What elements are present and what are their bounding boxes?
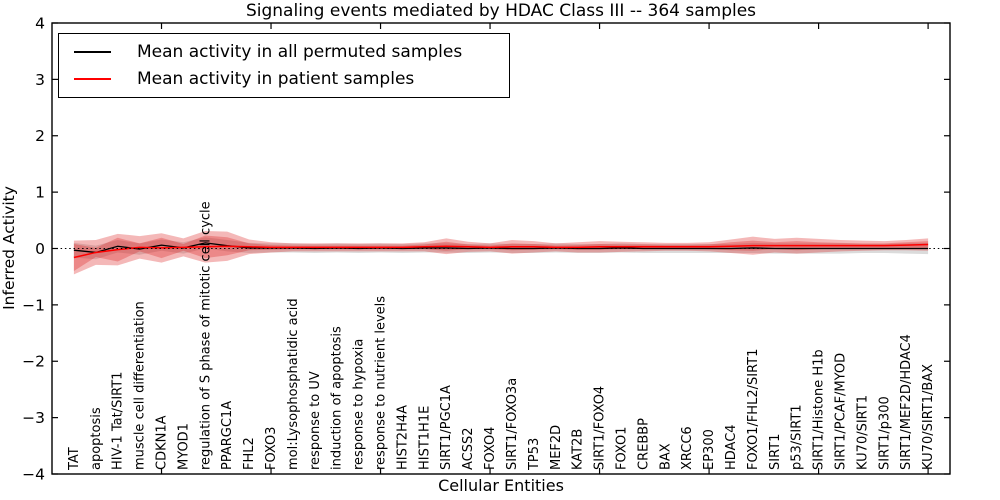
x-tick-label: MYOD1 (176, 423, 191, 470)
y-tick-label: 0 (35, 240, 45, 258)
x-tick-label: HIST1H1E (417, 406, 432, 470)
x-tick-label: TAT (67, 447, 82, 471)
x-tick-label: CREBBP (636, 418, 651, 470)
x-tick-label: CDKN1A (155, 415, 170, 470)
x-tick-label: response to hypoxia (352, 339, 367, 470)
x-tick-label: SIRT1/Histone H1b (812, 349, 827, 470)
permuted-mean-line (73, 242, 929, 254)
x-tick-label: apoptosis (89, 407, 104, 470)
x-tick-label: SIRT1 (768, 434, 783, 470)
x-tick-label: SIRT1/FOXO3a (505, 378, 520, 470)
x-axis-label: Cellular Entities (438, 476, 564, 495)
x-tick-label: HIST2H4A (395, 405, 410, 470)
x-tick-label: FHL2 (242, 437, 257, 470)
x-tick-label: SIRT1/MEF2D/HDAC4 (899, 334, 914, 470)
x-tick-label: KAT2B (571, 429, 586, 470)
x-tick-label: response to UV (308, 371, 323, 470)
x-tick-label: FOXO3 (264, 427, 279, 470)
x-tick-label: FOXO4 (483, 427, 498, 470)
x-tick-label: KU70/SIRT1/BAX (921, 364, 936, 470)
legend-item-permuted: Mean activity in all permuted samples (59, 38, 509, 65)
x-tick-label: TP53 (527, 438, 542, 471)
x-tick-label: SIRT1/p300 (877, 396, 892, 470)
x-tick-label: SIRT1/FOXO4 (593, 386, 608, 470)
x-tick-label: mol:Lysophosphatidic acid (286, 298, 301, 470)
x-tick-label: regulation of S phase of mitotic cell cy… (198, 201, 213, 470)
x-tick-label: p53/SIRT1 (790, 404, 805, 470)
chart-title: Signaling events mediated by HDAC Class … (245, 1, 757, 21)
x-tick-label: SIRT1/PCAF/MYOD (833, 353, 848, 470)
y-tick-label: −1 (22, 296, 45, 314)
y-tick-label: −3 (22, 409, 45, 427)
legend: Mean activity in all permuted samples Me… (58, 33, 510, 98)
legend-label-patient: Mean activity in patient samples (137, 68, 415, 89)
y-tick-label: 3 (35, 71, 45, 89)
y-tick-label: 1 (35, 184, 45, 202)
x-tick-label: HDAC4 (724, 424, 739, 470)
legend-label-permuted: Mean activity in all permuted samples (137, 41, 463, 62)
x-tick-label: MEF2D (549, 425, 564, 470)
x-tick-label: HIV-1 Tat/SIRT1 (111, 372, 126, 470)
x-tick-label: induction of apoptosis (330, 326, 345, 470)
patient-mean-line (73, 243, 929, 259)
legend-item-patient: Mean activity in patient samples (59, 65, 509, 92)
x-tick-label: response to nutrient levels (374, 296, 389, 470)
y-tick-label: −4 (22, 465, 45, 483)
x-tick-label: BAX (658, 443, 673, 470)
x-tick-label: FOXO1 (614, 427, 629, 470)
patient-std-band-inner (73, 235, 929, 272)
patient-line-swatch (74, 77, 111, 80)
y-tick-label: 4 (35, 14, 45, 32)
x-tick-label: XRCC6 (680, 426, 695, 470)
patient-std-band-outer (73, 231, 929, 275)
y-tick-label: 2 (35, 127, 45, 145)
x-tick-label: FOXO1/FHL2/SIRT1 (746, 349, 761, 470)
x-tick-label: muscle cell differentiation (133, 301, 148, 470)
x-tick-label: ACSS2 (461, 427, 476, 470)
x-tick-label: EP300 (702, 429, 717, 470)
x-tick-label: PPARGC1A (220, 401, 235, 470)
x-tick-label: SIRT1/PGC1A (439, 385, 454, 470)
y-tick-label: −2 (22, 353, 45, 371)
permuted-line-swatch (74, 50, 111, 53)
x-tick-label: KU70/SIRT1 (855, 395, 870, 470)
